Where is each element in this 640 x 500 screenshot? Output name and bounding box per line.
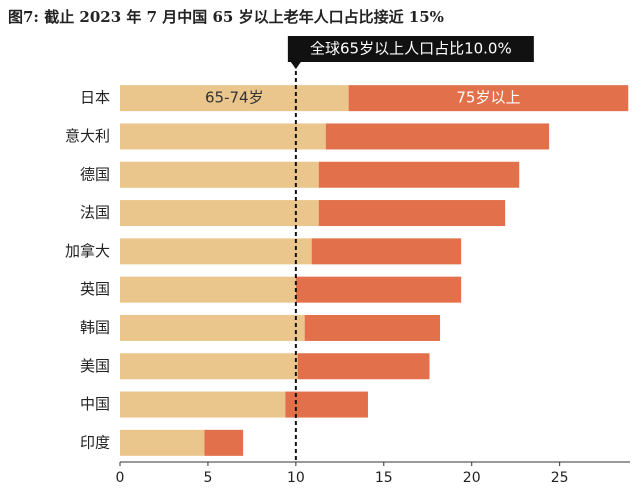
- x-tick-label: 20: [463, 470, 481, 486]
- bar-segment: [120, 276, 296, 303]
- bar-segment: [285, 391, 368, 418]
- bar-segment: [120, 238, 312, 265]
- bar-segment: [204, 429, 244, 456]
- series-label: 65-74岁: [205, 89, 264, 107]
- y-tick-label: 中国: [80, 395, 110, 413]
- bar-segment: [325, 123, 550, 150]
- bar-segment: [120, 85, 349, 112]
- chart-title: 图7: 截止 2023 年 7 月中国 65 岁以上老年人口占比接近 15%: [8, 8, 444, 26]
- x-tick-label: 10: [287, 470, 305, 486]
- bar-segment: [318, 161, 520, 188]
- series-label: 75岁以上: [456, 89, 520, 107]
- bar-segment: [120, 353, 298, 380]
- y-tick-label: 美国: [80, 357, 110, 375]
- bar-segment: [348, 85, 629, 112]
- annotation-text: 全球65岁以上人口占比10.0%: [310, 40, 512, 58]
- bar-segment: [120, 200, 319, 227]
- bar-segment: [120, 391, 286, 418]
- y-tick-label: 加拿大: [65, 242, 110, 260]
- y-tick-label: 印度: [80, 433, 110, 451]
- x-tick-label: 15: [375, 470, 393, 486]
- bar-segment: [311, 238, 462, 265]
- bar-segment: [318, 200, 506, 227]
- annotation-pointer: [290, 62, 301, 69]
- y-tick-label: 意大利: [65, 127, 110, 145]
- bar-segment: [304, 314, 441, 341]
- y-tick-label: 法国: [80, 204, 110, 222]
- bar-segment: [120, 314, 305, 341]
- bar-segment: [120, 161, 319, 188]
- y-tick-label: 日本: [80, 89, 110, 107]
- y-tick-label: 德国: [80, 165, 110, 183]
- annotation-box: [287, 36, 534, 62]
- y-tick-label: 英国: [80, 280, 110, 298]
- x-tick-label: 25: [551, 470, 569, 486]
- bar-segment: [297, 353, 430, 380]
- x-tick-label: 0: [116, 470, 125, 486]
- bar-segment: [120, 123, 326, 150]
- bar-segment: [295, 276, 462, 303]
- bar-segment: [120, 429, 205, 456]
- y-tick-label: 韩国: [80, 318, 110, 336]
- x-tick-label: 5: [203, 470, 212, 486]
